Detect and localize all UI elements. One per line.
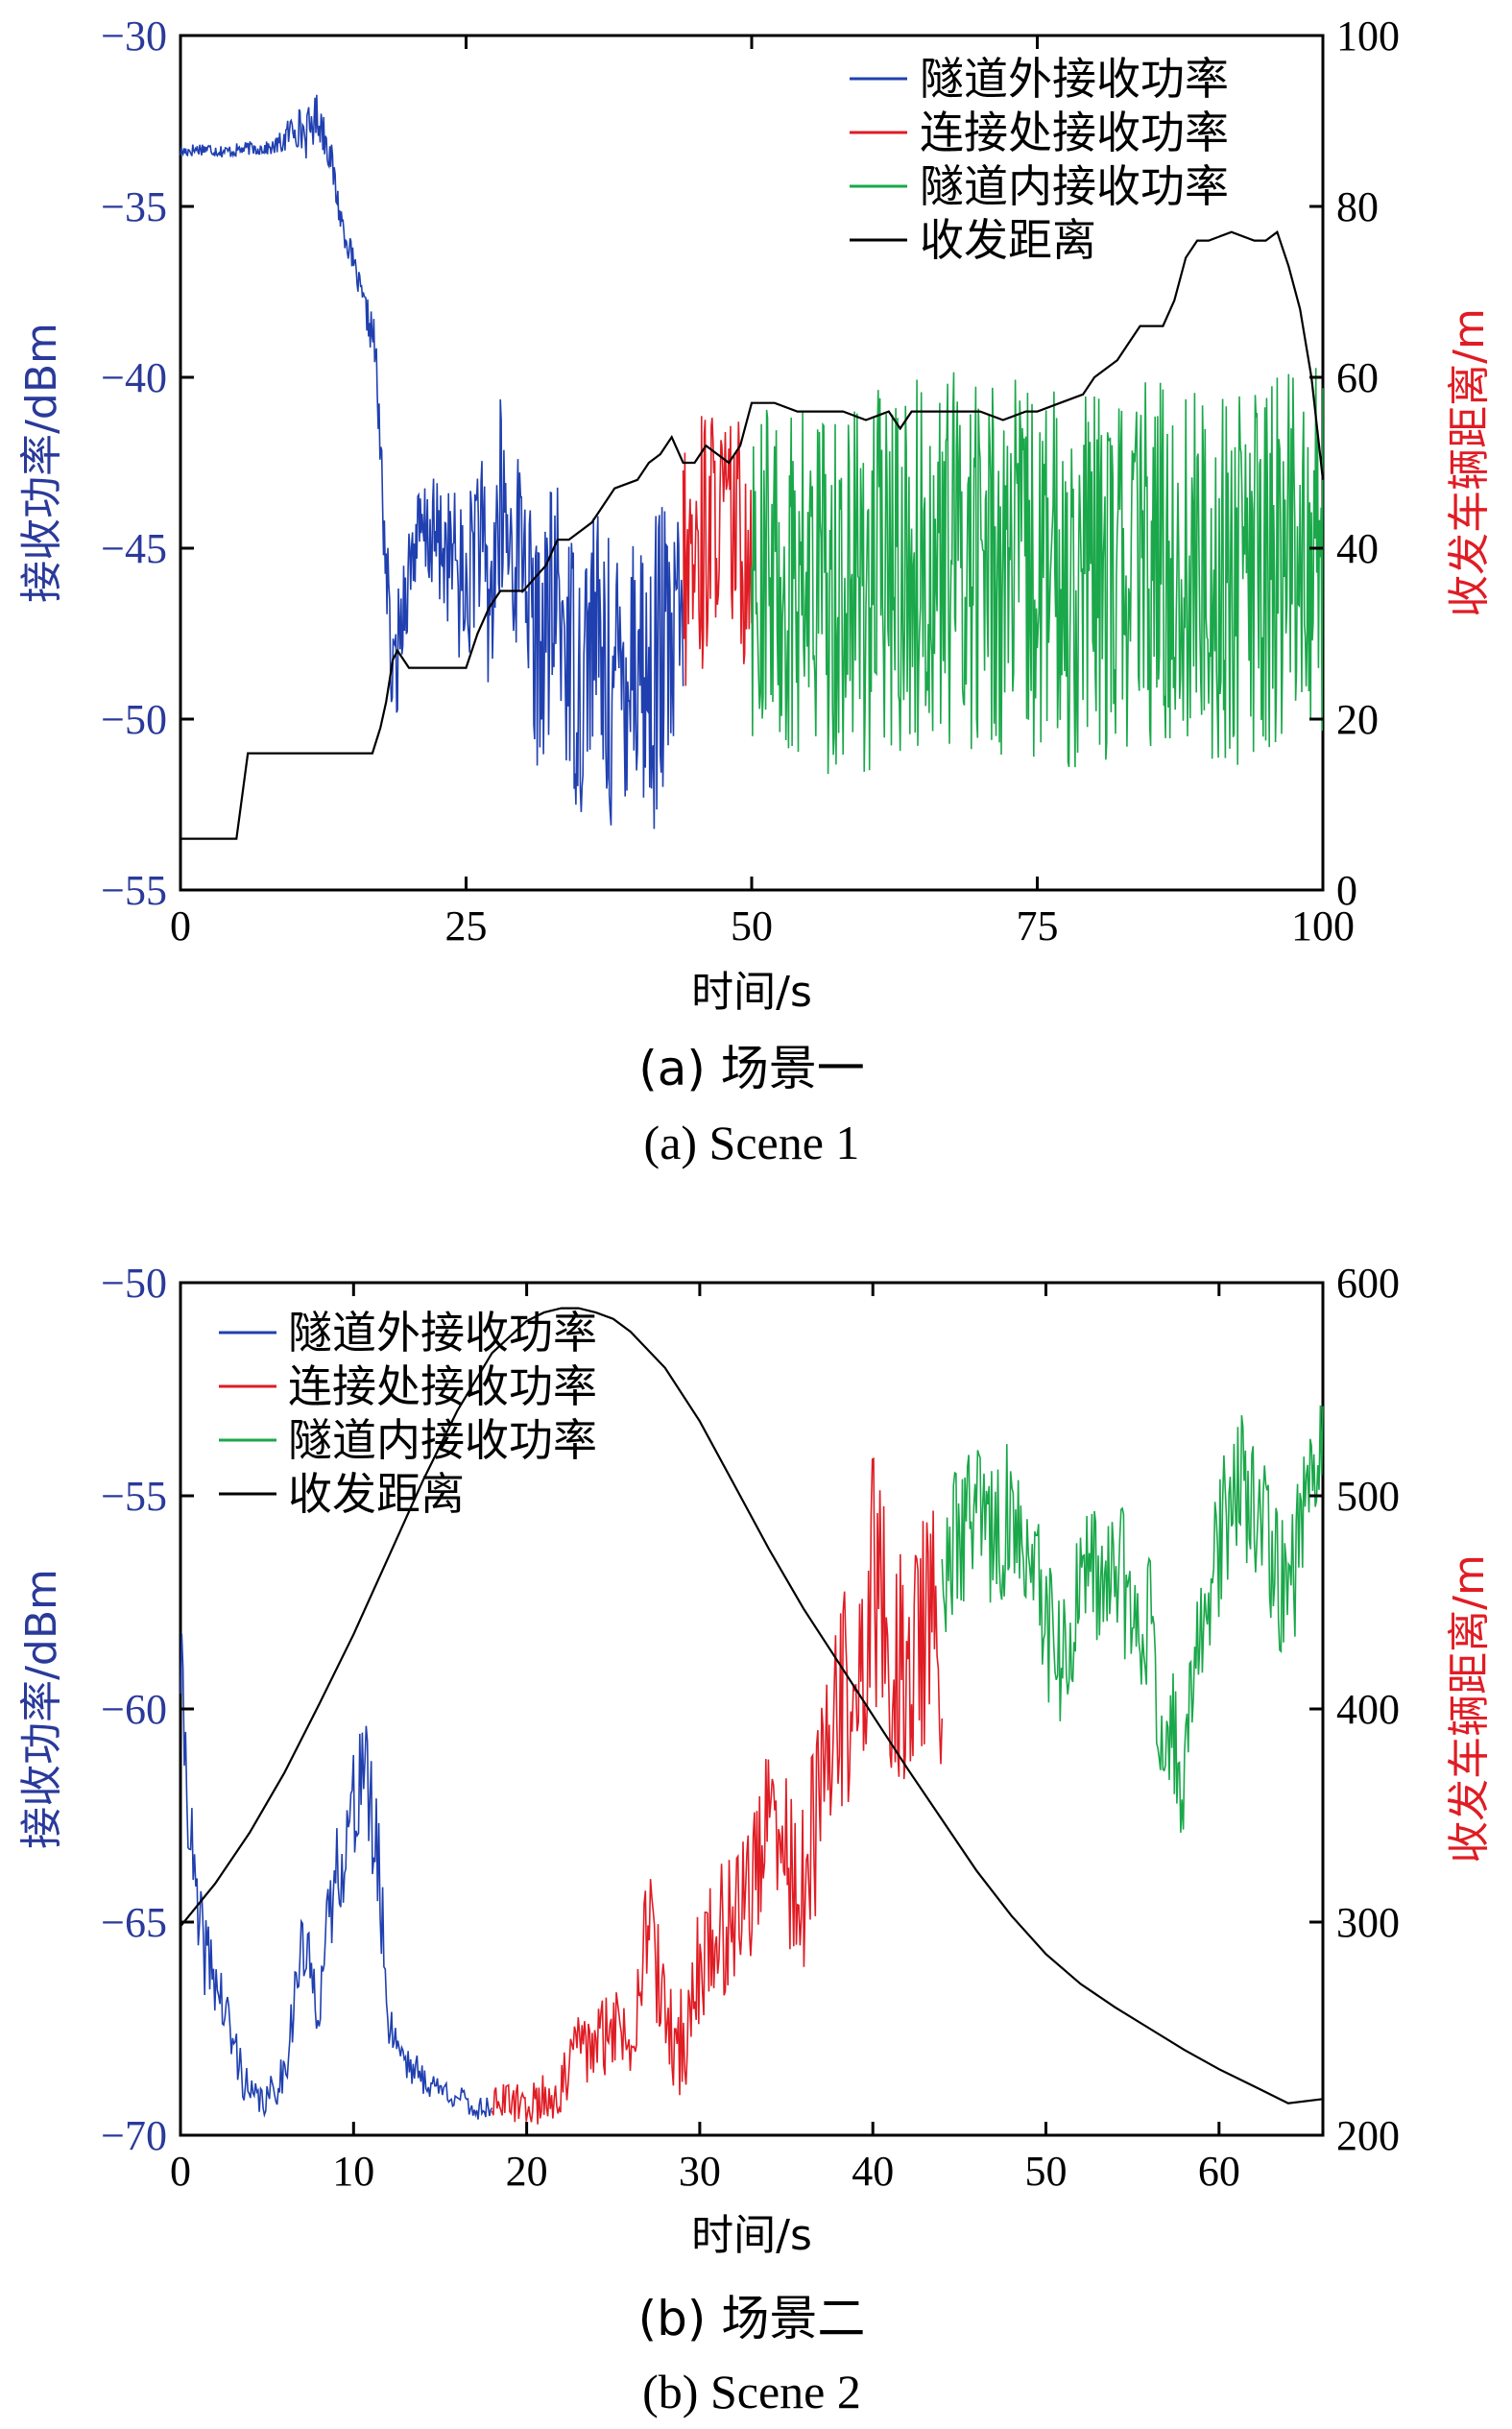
y-right-tick-label: 300: [1336, 1899, 1400, 1946]
y-left-tick-label: −65: [101, 1899, 167, 1946]
legend-label-outside: 隧道外接收功率: [288, 1307, 597, 1359]
series-line-junction: [682, 416, 753, 686]
series-line-distance: [180, 1307, 1324, 2104]
legend-label-junction: 连接处接收功率: [288, 1360, 597, 1412]
y-left-tick-label: −50: [101, 696, 167, 743]
legend-label-junction: 连接处接收功率: [920, 107, 1229, 158]
y-right-tick-label: 500: [1336, 1473, 1400, 1520]
y-left-tick-label: −45: [101, 525, 167, 572]
caption-cn: (a) 场景一: [638, 1041, 865, 1096]
y-axis-right-label: 收发车辆距离/m: [1445, 1554, 1494, 1864]
series-line-inside: [751, 368, 1324, 775]
ticks-layer: 0 25 50 75 100 −30 −35 −40 −45 −50 −55 100 80 60 40 20 0: [101, 12, 1400, 950]
y-right-tick-label: 100: [1336, 12, 1400, 60]
y-right-tick-label: 40: [1336, 525, 1379, 572]
y-left-tick-label: −55: [101, 1473, 167, 1520]
caption-cn: (b) 场景二: [638, 2291, 866, 2346]
caption-en: (b) Scene 2: [642, 2365, 861, 2418]
x-tick-label: 40: [852, 2148, 894, 2195]
x-tick-label: 20: [506, 2148, 548, 2195]
x-axis-label: 时间/s: [691, 2211, 812, 2260]
x-tick-label: 75: [1017, 902, 1059, 950]
x-tick-label: 25: [445, 902, 488, 950]
y-left-tick-label: −55: [101, 867, 167, 914]
series-line-junction: [491, 1457, 944, 2125]
series-layer: [180, 94, 1325, 840]
y-right-tick-label: 200: [1336, 2112, 1400, 2159]
x-tick-label: 10: [332, 2148, 374, 2195]
y-right-tick-label: 20: [1336, 696, 1379, 743]
x-tick-label: 50: [731, 902, 773, 950]
series-line-inside: [941, 1405, 1324, 1833]
legend: 隧道外接收功率 连接处接收功率 隧道内接收功率 收发距离: [219, 1307, 597, 1520]
series-layer: [180, 1307, 1324, 2125]
x-tick-label: 60: [1198, 2148, 1240, 2195]
x-tick-label: 30: [679, 2148, 721, 2195]
series-line-distance: [180, 229, 1325, 840]
legend-label-inside: 隧道内接收功率: [288, 1414, 597, 1466]
y-right-tick-label: 60: [1336, 354, 1379, 401]
y-left-tick-label: −40: [101, 354, 167, 401]
y-axis-left-label: 接收功率/dBm: [17, 323, 66, 603]
chart-scene-1: 0 25 50 75 100−30−35−40−45−50−55100806040200…: [17, 12, 1494, 1169]
chart-scene-2: 0 10 20 30 40 50 60 −50 −55 −60 −65 −70 600 500 400 300…: [17, 1260, 1494, 2418]
legend: 隧道外接收功率 连接处接收功率 隧道内接收功率 收发距离: [850, 53, 1229, 266]
legend-label-distance: 收发距离: [920, 214, 1096, 266]
x-tick-label: 0: [170, 2148, 191, 2195]
y-right-tick-label: 0: [1336, 867, 1357, 914]
caption-en: (a) Scene 1: [644, 1116, 860, 1169]
y-right-tick-label: 400: [1336, 1686, 1400, 1733]
x-tick-label: 50: [1025, 2148, 1068, 2195]
series-line-outside: [180, 1633, 493, 2120]
y-right-tick-label: 600: [1336, 1260, 1400, 1307]
legend-label-distance: 收发距离: [288, 1468, 465, 1520]
y-left-tick-label: −50: [101, 1260, 167, 1307]
x-axis-label: 时间/s: [691, 968, 812, 1017]
x-tick-label: 0: [170, 902, 191, 950]
y-axis-right-label: 收发车辆距离/m: [1445, 308, 1494, 617]
y-right-tick-label: 80: [1336, 183, 1379, 230]
x-tick-label: 100: [1291, 902, 1355, 950]
ticks-layer: 0 10 20 30 40 50 60 −50 −55 −60 −65 −70 600 500 400 300…: [101, 1260, 1400, 2195]
y-left-tick-label: −35: [101, 183, 167, 230]
y-left-tick-label: −60: [101, 1686, 167, 1733]
series-line-outside: [180, 94, 684, 830]
y-left-tick-label: −70: [101, 2112, 167, 2159]
legend-label-outside: 隧道外接收功率: [920, 53, 1229, 105]
y-axis-left-label: 接收功率/dBm: [17, 1569, 66, 1849]
y-left-tick-label: −30: [101, 12, 167, 60]
legend-label-inside: 隧道内接收功率: [920, 160, 1229, 212]
